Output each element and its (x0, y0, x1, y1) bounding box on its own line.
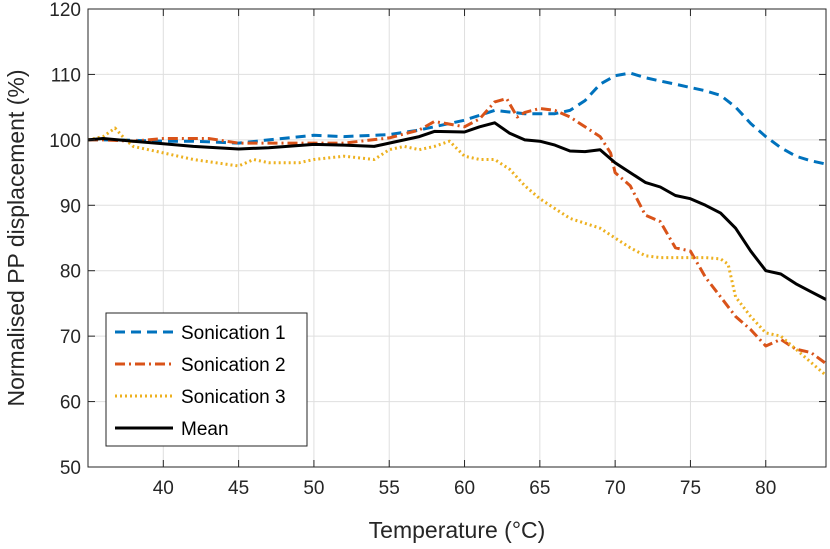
axes-box (87, 8, 827, 468)
x-tick-label: 50 (303, 478, 324, 499)
y-axis-ticks: 50 60 70 80 90 100 110 120 (49, 0, 826, 479)
x-tick-label: 40 (153, 478, 174, 499)
series-group (87, 71, 827, 377)
x-tick-label: 65 (529, 478, 550, 499)
y-tick-label: 50 (60, 458, 81, 479)
legend: Sonication 1 Sonication 2 Sonication 3 Mean (105, 312, 308, 447)
y-tick-label: 70 (60, 327, 81, 348)
series-line-4 (87, 121, 827, 301)
x-tick-label: 75 (680, 478, 701, 499)
legend-label: Sonication 2 (181, 355, 286, 376)
y-tick-label: 120 (49, 0, 81, 21)
grid (88, 9, 826, 467)
legend-label: Sonication 3 (181, 387, 286, 408)
x-axis-label: Temperature (°C) (369, 517, 546, 543)
y-tick-label: 100 (49, 131, 81, 152)
y-tick-label: 80 (60, 262, 81, 283)
series-line-1 (88, 71, 827, 166)
y-tick-label: 60 (60, 393, 81, 414)
x-tick-label: 70 (605, 478, 626, 499)
x-tick-label: 60 (454, 478, 475, 499)
legend-label: Sonication 1 (181, 323, 286, 344)
legend-label: Mean (181, 419, 229, 440)
y-tick-label: 110 (51, 65, 81, 86)
series-line-2 (88, 97, 827, 365)
y-axis-label: Normalised PP displacement (%) (3, 69, 29, 406)
legend-box (105, 312, 308, 447)
x-tick-label: 55 (379, 478, 400, 499)
x-tick-label: 45 (228, 478, 249, 499)
y-tick-label: 90 (60, 196, 81, 217)
x-axis-ticks: 40 45 50 55 60 65 70 75 80 (153, 9, 776, 499)
x-tick-label: 80 (755, 478, 776, 499)
